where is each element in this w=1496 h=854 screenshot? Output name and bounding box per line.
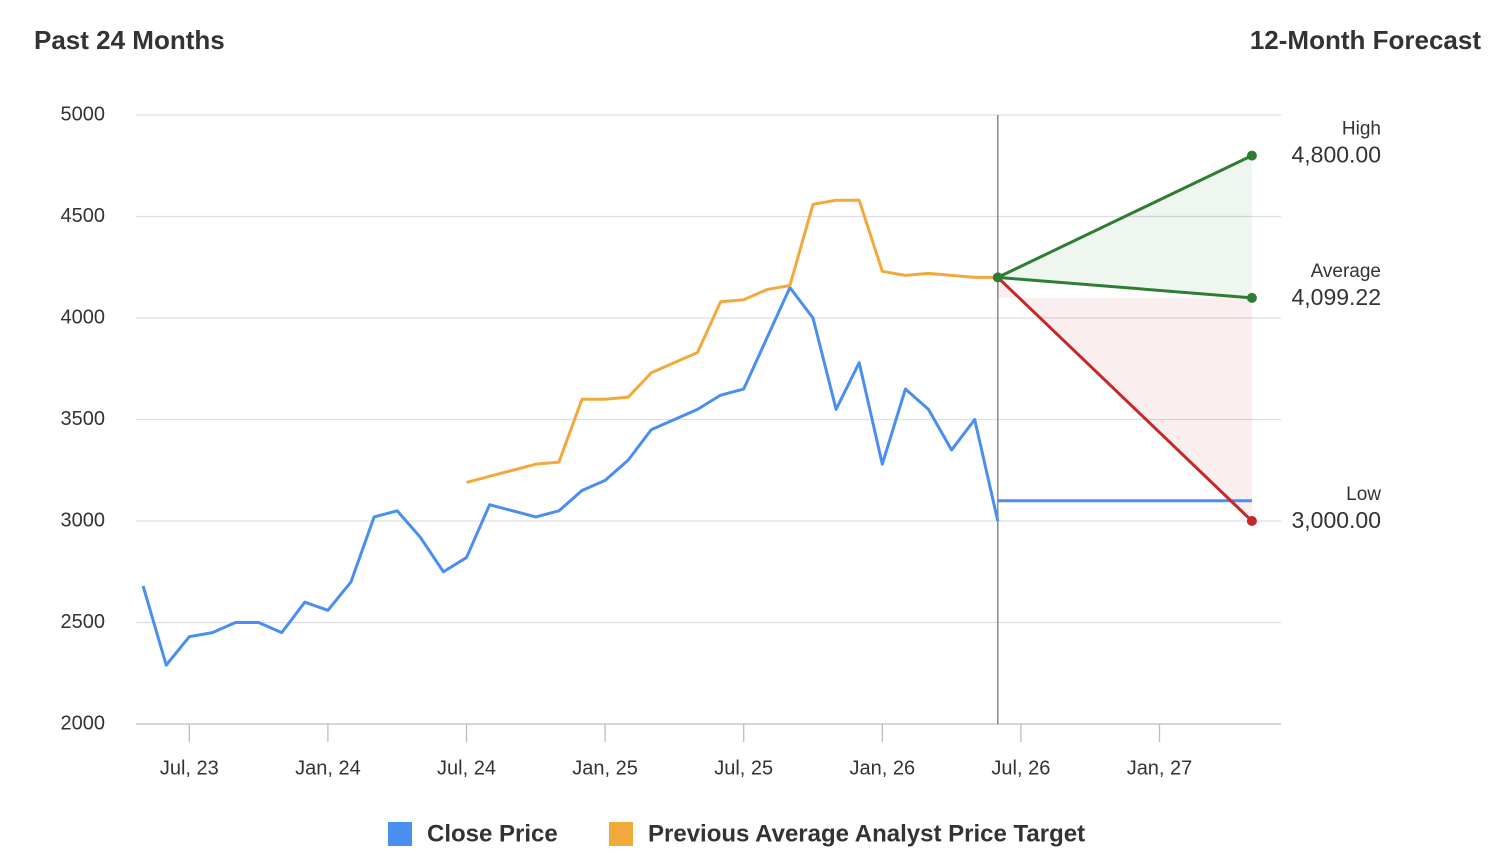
series-line: [141, 286, 1000, 667]
x-tick-label: Jan, 24: [295, 757, 361, 779]
y-tick-label: 3000: [61, 509, 106, 531]
x-tick-label: Jul, 25: [714, 757, 773, 779]
forecast-up-area: [997, 155, 1252, 298]
y-tick-label: 2000: [61, 712, 106, 734]
forecast-point: [1246, 150, 1257, 161]
forecast-down-area: [997, 277, 1252, 521]
forecast-value-label: 3,000.00: [1291, 507, 1381, 533]
legend-label: Close Price: [427, 820, 558, 847]
forecast-title: 12-Month Forecast: [1250, 25, 1481, 55]
forecast-label: Low: [1346, 484, 1381, 505]
forecast-point: [1246, 292, 1257, 303]
series-line: [466, 198, 998, 484]
y-tick-label: 3500: [61, 408, 106, 430]
x-tick-label: Jul, 24: [437, 757, 496, 779]
y-tick-label: 5000: [61, 103, 106, 125]
forecast-line: [996, 276, 1253, 523]
legend-label: Previous Average Analyst Price Target: [648, 820, 1085, 847]
x-tick-label: Jan, 27: [1127, 757, 1193, 779]
legend-swatch: [388, 822, 412, 846]
forecast-label: Average: [1311, 261, 1381, 282]
y-tick-label: 4000: [61, 306, 106, 328]
chart-title: Past 24 Months: [34, 25, 225, 55]
x-tick-label: Jul, 23: [160, 757, 219, 779]
x-tick-label: Jan, 25: [572, 757, 638, 779]
forecast-line: [997, 154, 1253, 279]
forecast-start-point: [992, 272, 1003, 283]
forecast-label: High: [1342, 119, 1381, 140]
y-tick-label: 4500: [61, 205, 106, 227]
legend-swatch: [609, 822, 633, 846]
forecast-value-label: 4,099.22: [1291, 284, 1381, 310]
forecast-point: [1246, 516, 1257, 526]
x-tick-label: Jan, 26: [849, 757, 915, 779]
forecast-line: [997, 275, 1253, 300]
forecast-value-label: 4,800.00: [1291, 142, 1381, 168]
y-tick-label: 2500: [61, 611, 106, 633]
x-tick-label: Jul, 26: [991, 757, 1050, 779]
